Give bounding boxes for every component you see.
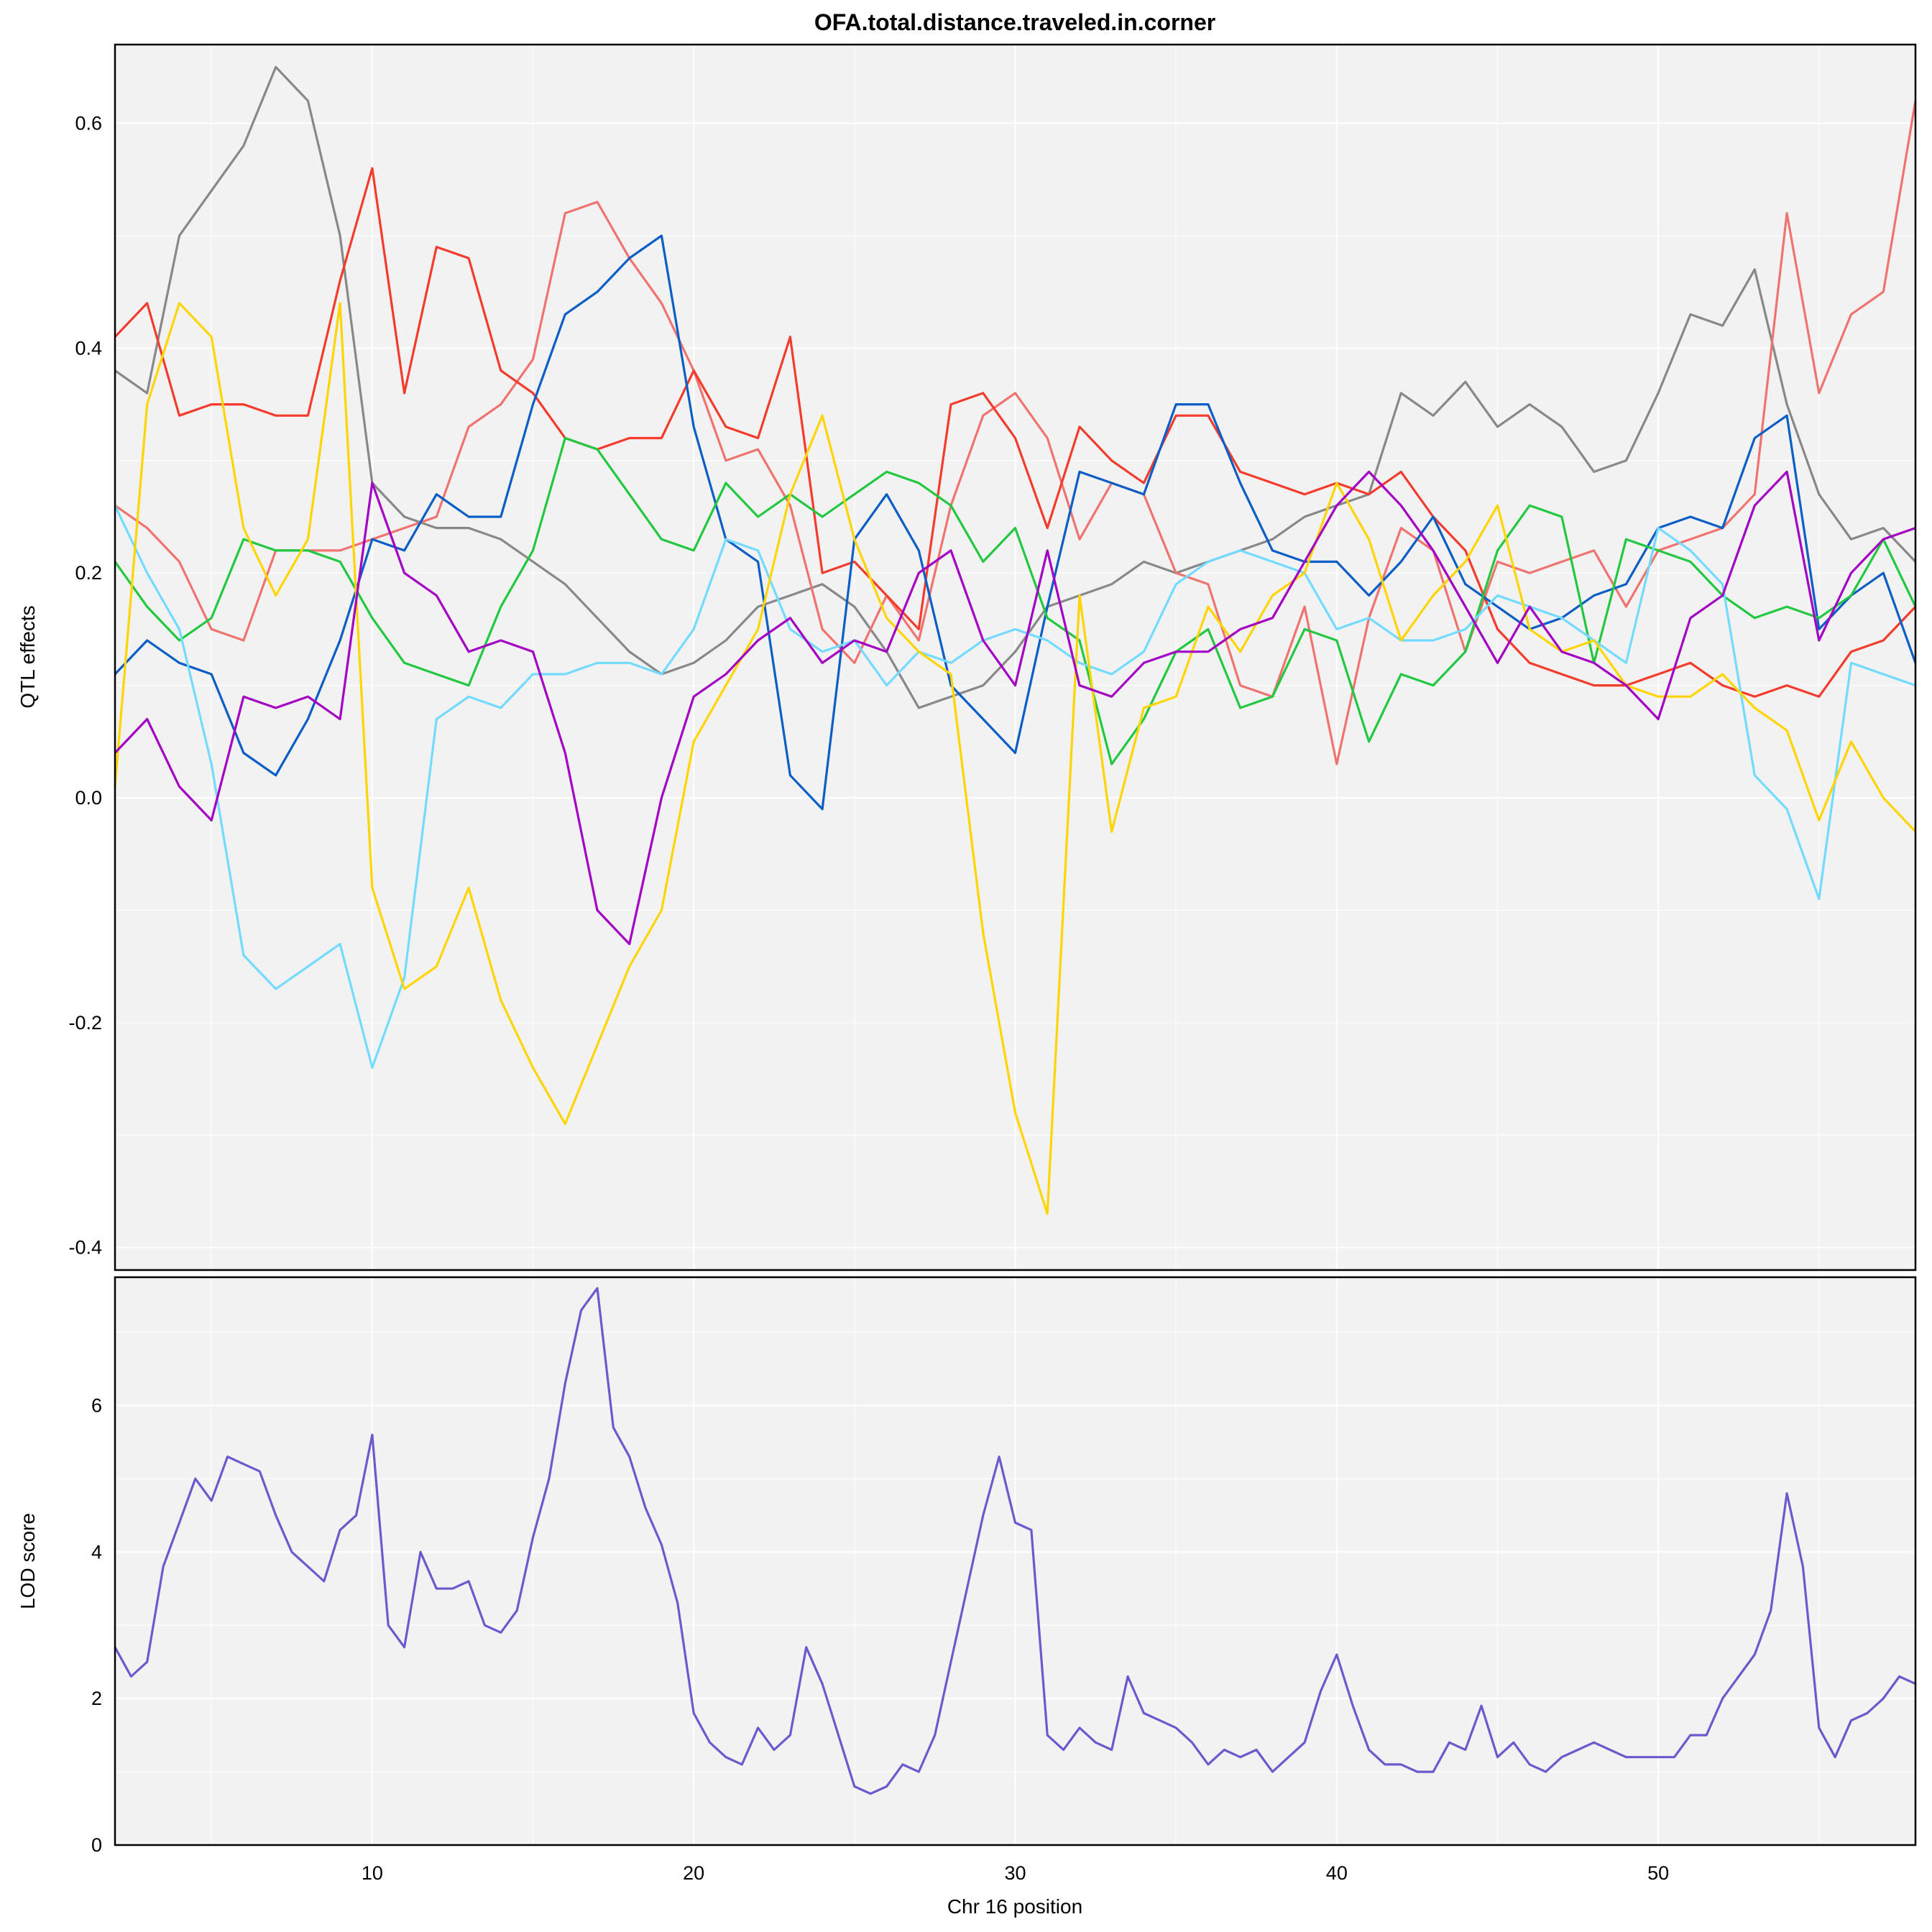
lod-y-axis-label: LOD score bbox=[17, 1513, 39, 1609]
effects-series-2 bbox=[114, 167, 1917, 698]
effects-y-tick-label: 0.4 bbox=[75, 337, 102, 359]
effects-panel: -0.4 -0.2 0.0 0.2 0.4 0.6 QTL effects bbox=[17, 43, 1917, 1271]
lod-series-line bbox=[114, 1287, 1916, 1795]
chart-title: OFA.total.distance.traveled.in.corner bbox=[814, 9, 1215, 35]
lod-y-tick-label: 4 bbox=[91, 1541, 102, 1563]
effects-series-0 bbox=[114, 65, 1917, 709]
lod-y-tick-label: 0 bbox=[91, 1834, 102, 1856]
effects-y-tick-label: -0.4 bbox=[68, 1237, 102, 1259]
lod-series-0 bbox=[114, 1287, 1916, 1795]
x-tick-label: 50 bbox=[1647, 1862, 1669, 1884]
x-tick-label: 30 bbox=[1004, 1862, 1026, 1884]
x-tick-label: 20 bbox=[683, 1862, 704, 1884]
x-tick-label: 10 bbox=[362, 1862, 383, 1884]
effects-y-tick-label: 0.6 bbox=[75, 112, 102, 134]
x-tick-labels: 10 20 30 40 50 bbox=[362, 1862, 1669, 1884]
effects-series-5 bbox=[114, 505, 1916, 1070]
lod-y-tick-labels: 0 2 4 6 bbox=[91, 1394, 102, 1856]
x-axis-label: Chr 16 position bbox=[947, 1895, 1082, 1918]
effects-y-axis-label: QTL effects bbox=[17, 605, 39, 708]
effects-series-4 bbox=[114, 436, 1917, 765]
effects-series-7 bbox=[114, 470, 1916, 946]
effects-y-tick-label: -0.2 bbox=[68, 1012, 102, 1034]
effects-series-3 bbox=[114, 234, 1917, 811]
effects-y-tick-label: 0.0 bbox=[75, 787, 102, 809]
lod-y-tick-label: 6 bbox=[91, 1394, 102, 1416]
x-tick-label: 40 bbox=[1326, 1862, 1348, 1884]
effects-plot-border bbox=[114, 43, 1917, 1271]
lod-panel: 0 2 4 6 10 20 30 40 50 LOD score Chr 16 positio… bbox=[17, 1276, 1917, 1918]
effects-y-tick-label: 0.2 bbox=[75, 562, 102, 584]
lod-y-tick-label: 2 bbox=[91, 1688, 102, 1709]
effects-series-lines bbox=[114, 65, 1917, 1215]
effects-series-6 bbox=[114, 302, 1917, 1215]
effects-y-tick-labels: -0.4 -0.2 0.0 0.2 0.4 0.6 bbox=[68, 112, 102, 1258]
lod-plot-border bbox=[114, 1276, 1917, 1846]
